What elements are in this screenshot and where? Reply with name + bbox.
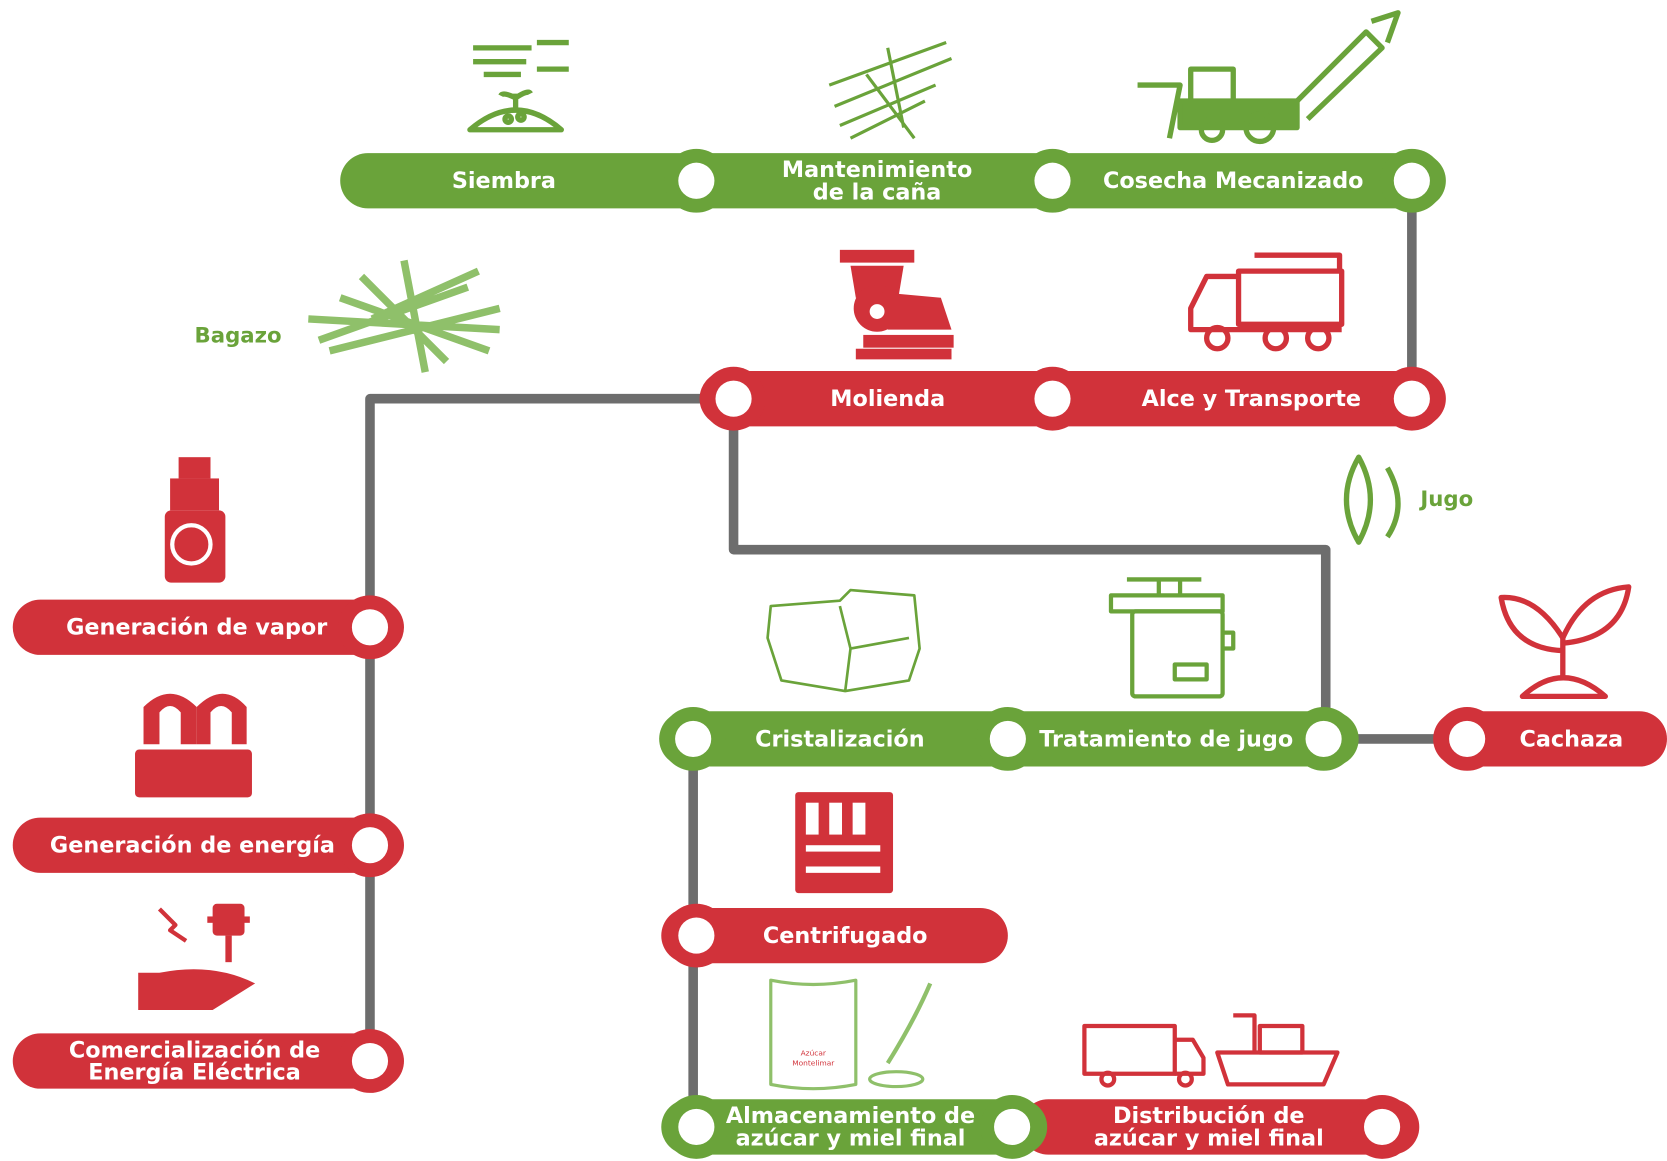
icon-hand-plug (138, 904, 255, 1010)
node (1306, 721, 1342, 757)
step-label: Cristalización (755, 726, 924, 752)
node (715, 381, 751, 417)
icon-bagasse (308, 260, 499, 372)
step-label: Alce y Transporte (1142, 386, 1361, 412)
node (678, 1109, 714, 1145)
step-label: Cachaza (1519, 726, 1623, 752)
icon-mill (840, 250, 954, 360)
juice-label: Jugo (1418, 487, 1473, 512)
step-label-line: azúcar y miel final (736, 1126, 966, 1152)
step-label: Siembra (452, 168, 556, 194)
icon-truck (1191, 255, 1342, 349)
step-label-line: Centrifugado (763, 923, 928, 949)
node (352, 609, 388, 645)
node (1034, 381, 1070, 417)
icon-crystal (768, 590, 920, 691)
bagasse-label: Bagazo (195, 323, 282, 348)
step-label: Molienda (830, 386, 945, 412)
step-label-line: Cristalización (755, 726, 924, 752)
icon-tank (1111, 579, 1233, 696)
node (990, 721, 1026, 757)
node (352, 1043, 388, 1079)
process-diagram: SiembraMantenimientode la cañaCosecha Me… (0, 0, 1667, 1161)
step-label-line: Energía Eléctrica (88, 1060, 301, 1086)
step-label: Generación de energía (50, 833, 335, 859)
node (1449, 721, 1485, 757)
icon-mill-hole (870, 304, 885, 319)
icon-seeding (470, 43, 569, 130)
node (1394, 163, 1430, 199)
icon-plant (135, 694, 252, 798)
node (994, 1109, 1030, 1145)
step-label-line: Cachaza (1519, 726, 1623, 752)
icon-harvester (1138, 13, 1398, 142)
step-label-line: de la caña (813, 179, 942, 205)
sack-text: Azúcar (801, 1049, 827, 1058)
icon-distribution (1084, 1015, 1337, 1085)
icon-drops (1346, 457, 1398, 542)
step-label-line: azúcar y miel final (1094, 1126, 1324, 1152)
step-label-line: Cosecha Mecanizado (1103, 168, 1364, 194)
step-label-line: Siembra (452, 168, 556, 194)
page: SiembraMantenimientode la cañaCosecha Me… (0, 0, 1667, 1161)
step-label-line: Molienda (830, 386, 945, 412)
step-label-line: Generación de vapor (66, 615, 327, 641)
icon-cane (829, 43, 951, 139)
icon-sprout (1501, 587, 1629, 697)
step-label: Tratamiento de jugo (1039, 726, 1293, 752)
node (1394, 381, 1430, 417)
step-label-line: Alce y Transporte (1142, 386, 1361, 412)
step-label-line: Tratamiento de jugo (1039, 726, 1293, 752)
sack-text: Montelimar (792, 1058, 835, 1067)
node (678, 918, 714, 954)
node (678, 163, 714, 199)
step-label: Generación de vapor (66, 615, 327, 641)
node (1364, 1109, 1400, 1145)
step-label-line: Generación de energía (50, 833, 335, 859)
node (675, 721, 711, 757)
node (1034, 163, 1070, 199)
icon-sack (771, 980, 930, 1088)
step-label: Cosecha Mecanizado (1103, 168, 1364, 194)
step-label: Centrifugado (763, 923, 928, 949)
node (352, 827, 388, 863)
